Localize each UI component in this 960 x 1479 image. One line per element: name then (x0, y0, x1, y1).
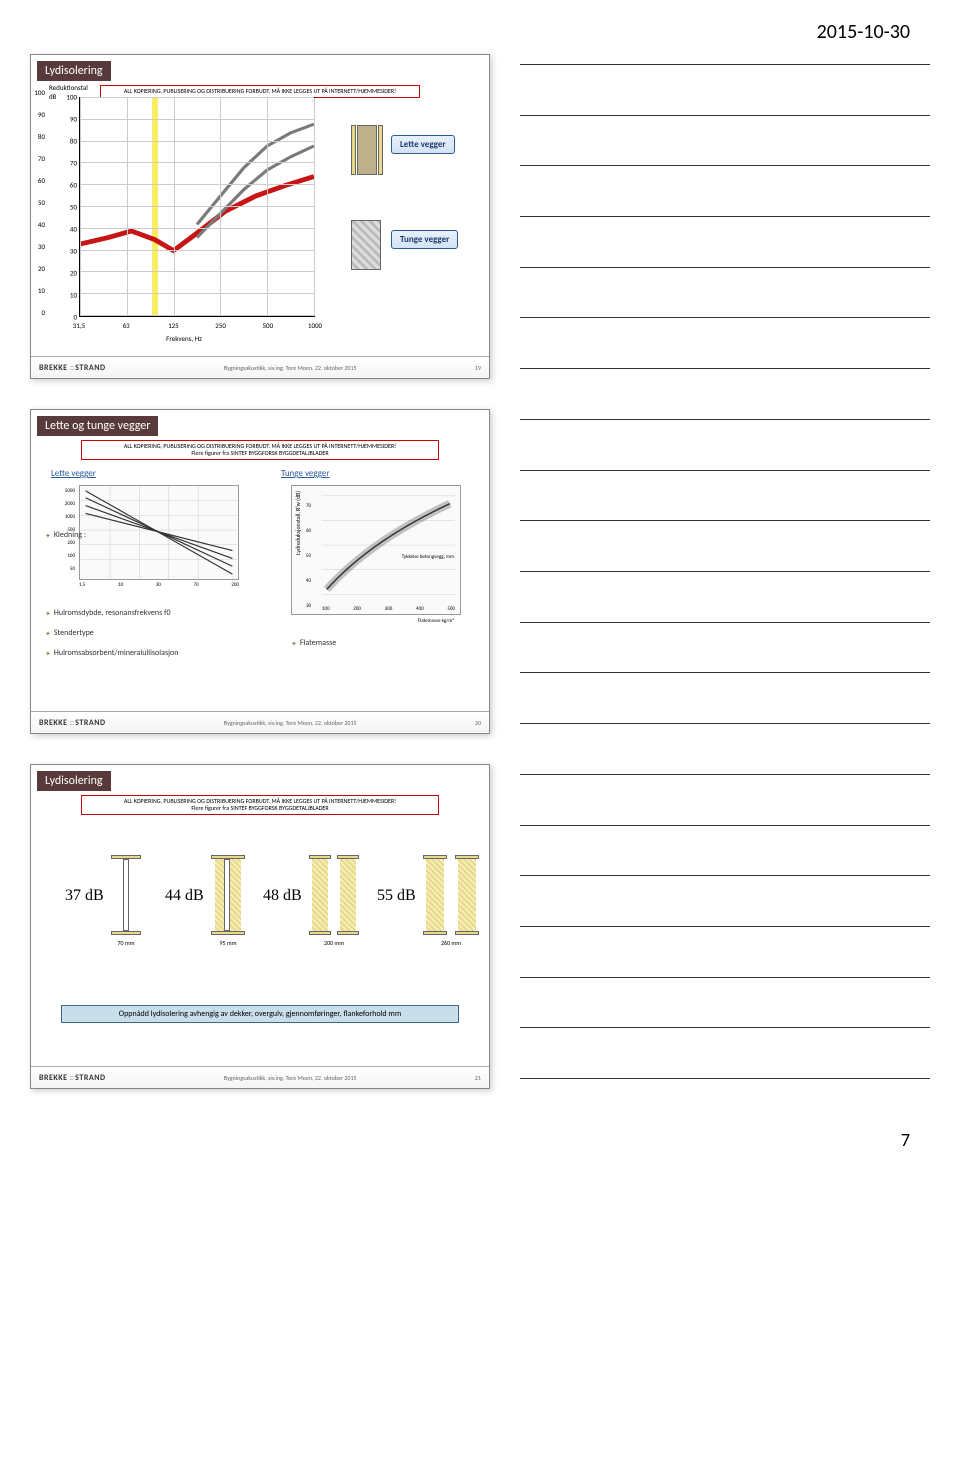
right-ylabel: Lydreduksjonstall, R'w (dB) (294, 491, 302, 555)
footer-logo: BREKKE:::STRAND (39, 718, 106, 728)
bullet-stender: Stendertype (45, 628, 94, 638)
page-date: 2015-10-30 (0, 0, 960, 54)
db-4: 55 dB (377, 887, 416, 905)
wall-icon-heavy (351, 220, 385, 270)
slide2-footer: BREKKE:::STRAND Bygningsakustikk, siv.in… (31, 711, 489, 733)
left-chart-label: Lette vegger (51, 468, 96, 479)
plot-area (79, 97, 315, 317)
row-1: Lydisolering ALL KOPIERING, PUBLISERING … (0, 54, 960, 409)
footer-meta: Bygningsakustikk, siv.ing. Tore Moen, 22… (224, 364, 357, 372)
slide1-title: Lydisolering (37, 61, 111, 81)
warning-sub: Flere figurer fra SINTEF BYGGFORSK BYGGD… (191, 449, 328, 457)
right-xlabel-bot: Flatemasse kg/m² (418, 618, 454, 624)
slide3-footer: BREKKE:::STRAND Bygningsakustikk, siv.in… (31, 1066, 489, 1088)
notes-2 (520, 409, 930, 734)
slide1-chart: ReduktionstaldB 1009080706050403020100 3… (49, 89, 319, 339)
slide3-note: Oppnådd lydisolering avhengig av dekker,… (61, 1005, 459, 1023)
db-1: 37 dB (65, 887, 104, 905)
slide2-pagenum: 20 (475, 719, 481, 727)
right-chart-svg: Lydreduksjonstall, R'w (dB) (292, 486, 460, 614)
callout-lette: Lette vegger (391, 135, 455, 154)
left-chart-svg (80, 486, 238, 579)
bullet-absorbent: Hulromsabsorbent/mineralullisolasjon (45, 648, 178, 658)
slide-1: Lydisolering ALL KOPIERING, PUBLISERING … (30, 54, 490, 379)
page-number: 7 (0, 1119, 960, 1171)
slide3-title: Lydisolering (37, 771, 111, 791)
wall-3: 200 mm (309, 855, 359, 935)
x-axis-title: Frekvens, Hz (166, 334, 202, 343)
slide2-warning: ALL KOPIERING, PUBLISERING OG DISTRIBUER… (81, 440, 438, 460)
db-2: 44 dB (165, 887, 204, 905)
footer-meta: Bygningsakustikk, siv.ing. Tore Moen, 22… (224, 719, 357, 727)
notes-1 (520, 54, 930, 379)
slide-3: Lydisolering ALL KOPIERING, PUBLISERING … (30, 764, 490, 1089)
slide1-footer: BREKKE:::STRAND Bygningsakustikk, siv.in… (31, 356, 489, 378)
warning-sub: Flere figurer fra SINTEF BYGGFORSK BYGGD… (191, 804, 328, 812)
slide3-pagenum: 21 (475, 1074, 481, 1082)
wall-icon-light (351, 125, 385, 175)
slide-2: Lette og tunge vegger ALL KOPIERING, PUB… (30, 409, 490, 734)
slide2-right-chart: Lydreduksjonstall, R'w (dB) 100200300400… (291, 485, 461, 615)
footer-logo: BREKKE:::STRAND (39, 363, 106, 373)
right-yticks: 7060504030 (306, 494, 311, 619)
row-3: Lydisolering ALL KOPIERING, PUBLISERING … (0, 764, 960, 1119)
slide1-pagenum: 19 (475, 364, 481, 372)
db-3: 48 dB (263, 887, 302, 905)
bullet-flatemasse: Flatemasse (291, 638, 336, 648)
right-chart-label: Tunge vegger (281, 468, 330, 479)
slide3-warning: ALL KOPIERING, PUBLISERING OG DISTRIBUER… (81, 795, 438, 815)
slide2-left-chart (79, 485, 239, 580)
right-xlabel-top: Tykkelse betongvegg, mm (402, 554, 454, 560)
callout-tunge: Tunge vegger (391, 230, 458, 249)
left-chart-xticks: 1,5103070200 (79, 582, 239, 588)
wall-1: 70 mm (111, 855, 141, 935)
footer-logo: BREKKE:::STRAND (39, 1073, 106, 1083)
bullet-kledning: Kledning : (45, 530, 86, 540)
curves-svg (80, 98, 314, 316)
wall-2: 95 mm (211, 855, 245, 935)
wall-4: 260 mm (423, 855, 479, 935)
bullet-hulrom: Hulromsdybde, resonansfrekvens f0 (45, 608, 171, 618)
right-xticks-bot: 100200300400500 (322, 606, 455, 612)
slide2-title: Lette og tunge vegger (37, 416, 158, 436)
notes-3 (520, 764, 930, 1089)
row-2: Lette og tunge vegger ALL KOPIERING, PUB… (0, 409, 960, 764)
footer-meta: Bygningsakustikk, siv.ing. Tore Moen, 22… (224, 1074, 357, 1082)
